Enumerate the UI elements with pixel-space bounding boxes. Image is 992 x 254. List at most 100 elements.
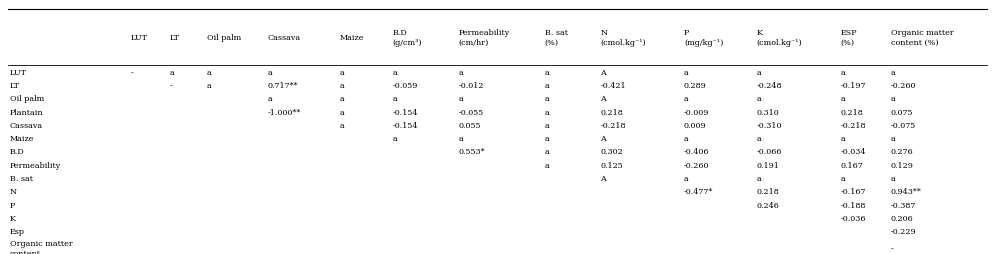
Text: -0.154: -0.154: [393, 108, 418, 116]
Text: Esp: Esp: [10, 227, 25, 235]
Text: A: A: [600, 69, 606, 77]
Text: 0.553*: 0.553*: [458, 148, 485, 156]
Text: -0.154: -0.154: [393, 121, 418, 130]
Text: LUT: LUT: [10, 69, 27, 77]
Text: -0.188: -0.188: [840, 201, 866, 209]
Text: 0.218: 0.218: [840, 108, 863, 116]
Text: -0.075: -0.075: [891, 121, 916, 130]
Text: a: a: [757, 135, 762, 143]
Text: 0.943**: 0.943**: [891, 187, 922, 196]
Text: -0.012: -0.012: [458, 82, 484, 90]
Text: Organic matter
content (%): Organic matter content (%): [891, 29, 953, 47]
Text: -0.055: -0.055: [458, 108, 484, 116]
Text: Oil palm: Oil palm: [10, 95, 45, 103]
Text: a: a: [545, 148, 550, 156]
Text: Plantain: Plantain: [10, 108, 44, 116]
Text: a: a: [170, 69, 175, 77]
Text: a: a: [840, 69, 845, 77]
Text: Permeability
(cm/hr): Permeability (cm/hr): [458, 29, 510, 47]
Text: A: A: [600, 135, 606, 143]
Text: a: a: [683, 174, 688, 182]
Text: LT: LT: [10, 82, 20, 90]
Text: a: a: [458, 135, 463, 143]
Text: a: a: [891, 174, 896, 182]
Text: a: a: [339, 121, 344, 130]
Text: Permeability: Permeability: [10, 161, 62, 169]
Text: a: a: [840, 135, 845, 143]
Text: -0.034: -0.034: [840, 148, 866, 156]
Text: a: a: [545, 135, 550, 143]
Text: -0.009: -0.009: [683, 108, 709, 116]
Text: P: P: [10, 201, 15, 209]
Text: LUT: LUT: [130, 34, 147, 42]
Text: a: a: [207, 69, 211, 77]
Text: 0.167: 0.167: [840, 161, 863, 169]
Text: K
(cmol.kg⁻¹): K (cmol.kg⁻¹): [757, 29, 803, 47]
Text: -0.197: -0.197: [840, 82, 866, 90]
Text: -: -: [130, 69, 133, 77]
Text: -0.260: -0.260: [891, 82, 917, 90]
Text: a: a: [458, 69, 463, 77]
Text: 0.125: 0.125: [600, 161, 623, 169]
Text: 0.717**: 0.717**: [268, 82, 299, 90]
Text: 0.206: 0.206: [891, 214, 914, 222]
Text: 0.129: 0.129: [891, 161, 914, 169]
Text: a: a: [268, 95, 273, 103]
Text: -0.260: -0.260: [683, 161, 709, 169]
Text: -0.218: -0.218: [600, 121, 626, 130]
Text: a: a: [207, 82, 211, 90]
Text: -0.310: -0.310: [757, 121, 783, 130]
Text: -: -: [170, 82, 173, 90]
Text: Cassava: Cassava: [10, 121, 43, 130]
Text: 0.191: 0.191: [757, 161, 780, 169]
Text: 0.055: 0.055: [458, 121, 481, 130]
Text: -0.218: -0.218: [840, 121, 866, 130]
Text: a: a: [339, 82, 344, 90]
Text: 0.218: 0.218: [600, 108, 623, 116]
Text: 0.289: 0.289: [683, 82, 706, 90]
Text: a: a: [840, 95, 845, 103]
Text: Oil palm: Oil palm: [207, 34, 241, 42]
Text: a: a: [393, 69, 397, 77]
Text: a: a: [891, 69, 896, 77]
Text: Cassava: Cassava: [268, 34, 301, 42]
Text: a: a: [683, 135, 688, 143]
Text: K: K: [10, 214, 16, 222]
Text: 0.302: 0.302: [600, 148, 623, 156]
Text: B.D
(g/cm³): B.D (g/cm³): [393, 29, 423, 47]
Text: 0.075: 0.075: [891, 108, 914, 116]
Text: a: a: [545, 95, 550, 103]
Text: -0.059: -0.059: [393, 82, 418, 90]
Text: a: a: [891, 95, 896, 103]
Text: B. sat: B. sat: [10, 174, 33, 182]
Text: N
(cmol.kg⁻¹): N (cmol.kg⁻¹): [600, 29, 646, 47]
Text: -0.167: -0.167: [840, 187, 866, 196]
Text: 0.310: 0.310: [757, 108, 780, 116]
Text: a: a: [891, 135, 896, 143]
Text: a: a: [683, 95, 688, 103]
Text: a: a: [339, 95, 344, 103]
Text: a: a: [545, 108, 550, 116]
Text: ESP
(%): ESP (%): [840, 29, 857, 47]
Text: a: a: [393, 95, 397, 103]
Text: a: a: [545, 69, 550, 77]
Text: -: -: [891, 244, 894, 252]
Text: a: a: [545, 121, 550, 130]
Text: 0.276: 0.276: [891, 148, 914, 156]
Text: a: a: [339, 108, 344, 116]
Text: LT: LT: [170, 34, 180, 42]
Text: -0.066: -0.066: [757, 148, 783, 156]
Text: B. sat
(%): B. sat (%): [545, 29, 567, 47]
Text: a: a: [268, 69, 273, 77]
Text: -1.000**: -1.000**: [268, 108, 302, 116]
Text: a: a: [339, 69, 344, 77]
Text: -0.406: -0.406: [683, 148, 709, 156]
Text: a: a: [683, 69, 688, 77]
Text: Organic matter
content: Organic matter content: [10, 239, 72, 254]
Text: -0.248: -0.248: [757, 82, 783, 90]
Text: -0.421: -0.421: [600, 82, 626, 90]
Text: -0.229: -0.229: [891, 227, 917, 235]
Text: 0.218: 0.218: [757, 187, 780, 196]
Text: B.D: B.D: [10, 148, 25, 156]
Text: Maize: Maize: [10, 135, 35, 143]
